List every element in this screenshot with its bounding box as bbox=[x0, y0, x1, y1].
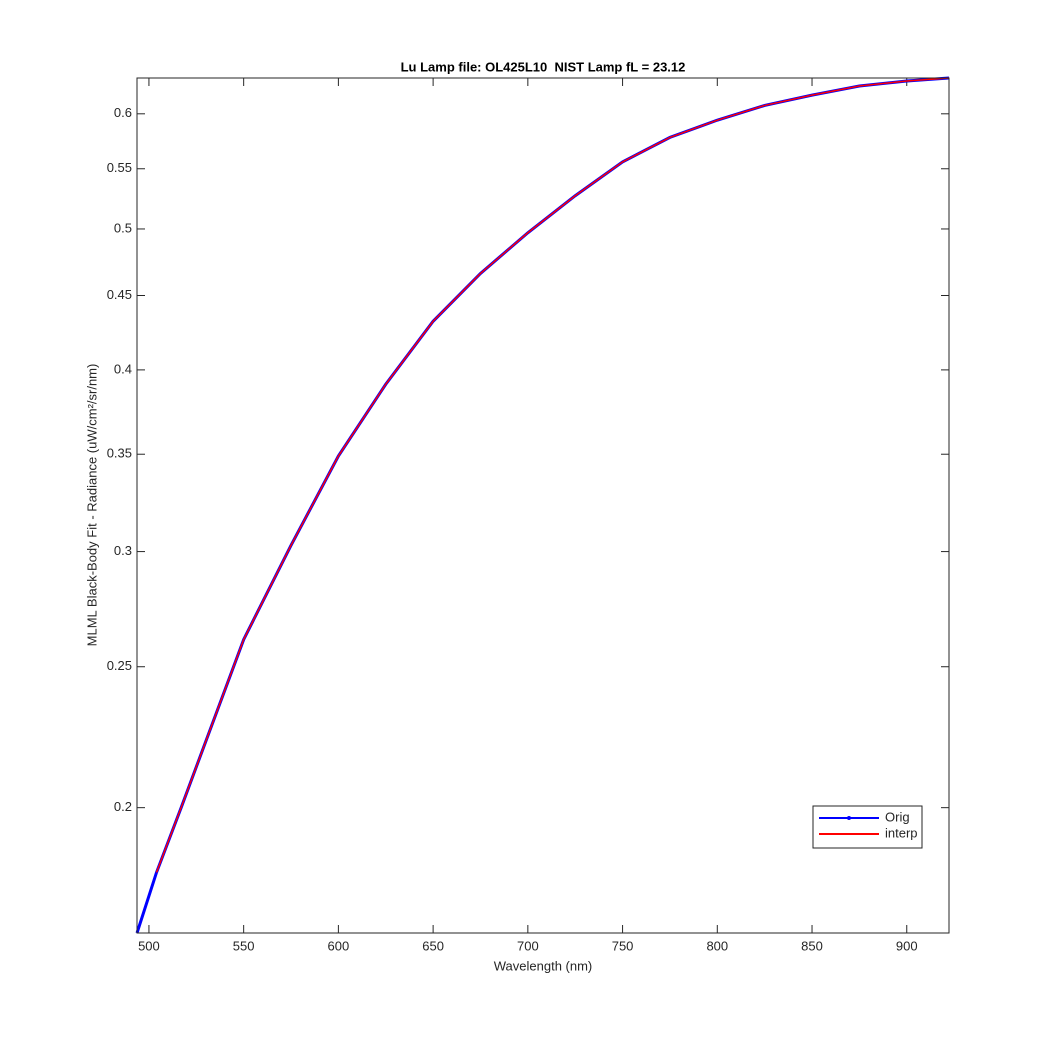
x-tick-label: 900 bbox=[896, 938, 918, 953]
chart-title: Lu Lamp file: OL425L10 NIST Lamp fL = 23… bbox=[401, 59, 686, 74]
y-tick-label: 0.6 bbox=[114, 105, 132, 120]
x-axis-label: Wavelength (nm) bbox=[494, 958, 593, 973]
legend-marker bbox=[847, 816, 851, 820]
y-tick-label: 0.2 bbox=[114, 799, 132, 814]
series-line bbox=[155, 77, 950, 873]
y-tick-label: 0.4 bbox=[114, 361, 132, 376]
y-tick-label: 0.35 bbox=[107, 446, 132, 461]
y-tick-label: 0.3 bbox=[114, 543, 132, 558]
x-tick-label: 500 bbox=[138, 938, 160, 953]
x-tick-label: 700 bbox=[517, 938, 539, 953]
plot-area bbox=[137, 78, 949, 933]
x-tick-label: 600 bbox=[328, 938, 350, 953]
y-tick-label: 0.25 bbox=[107, 658, 132, 673]
x-tick-label: 800 bbox=[706, 938, 728, 953]
legend-label: interp bbox=[885, 825, 918, 840]
y-axis-label: MLML Black-Body Fit - Radiance (uW/cm²/s… bbox=[84, 364, 99, 647]
x-tick-label: 750 bbox=[612, 938, 634, 953]
y-tick-label: 0.45 bbox=[107, 287, 132, 302]
y-tick-label: 0.5 bbox=[114, 220, 132, 235]
legend-box bbox=[812, 805, 923, 849]
y-tick-label: 0.55 bbox=[107, 160, 132, 175]
legend-label: Orig bbox=[885, 809, 910, 824]
axes-box bbox=[136, 77, 950, 934]
x-tick-label: 650 bbox=[422, 938, 444, 953]
x-tick-label: 850 bbox=[801, 938, 823, 953]
x-tick-label: 550 bbox=[233, 938, 255, 953]
